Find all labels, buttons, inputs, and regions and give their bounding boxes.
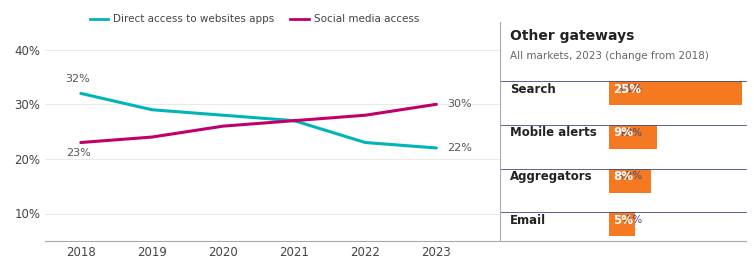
Text: 5%: 5% — [613, 214, 633, 227]
Text: Other gateways: Other gateways — [510, 29, 635, 43]
Text: +2%: +2% — [618, 171, 643, 181]
Bar — [608, 125, 657, 149]
Text: Search: Search — [510, 83, 556, 95]
Text: -1%: -1% — [623, 215, 643, 225]
Bar — [608, 213, 636, 236]
Text: All markets, 2023 (change from 2018): All markets, 2023 (change from 2018) — [510, 51, 709, 61]
Legend: Direct access to websites apps, Social media access: Direct access to websites apps, Social m… — [85, 10, 424, 29]
Bar — [608, 81, 741, 105]
Text: +3%: +3% — [618, 128, 643, 138]
Text: Mobile alerts: Mobile alerts — [510, 126, 597, 139]
Text: 8%: 8% — [613, 170, 633, 183]
Text: +1%: +1% — [618, 84, 643, 94]
Text: 9%: 9% — [613, 126, 633, 139]
Text: Email: Email — [510, 214, 547, 227]
Text: 23%: 23% — [66, 148, 90, 158]
Text: 25%: 25% — [613, 83, 641, 95]
Text: 22%: 22% — [448, 143, 473, 153]
Text: 32%: 32% — [66, 74, 90, 84]
Bar — [608, 169, 651, 193]
Text: 30%: 30% — [448, 99, 472, 109]
Text: Aggregators: Aggregators — [510, 170, 593, 183]
